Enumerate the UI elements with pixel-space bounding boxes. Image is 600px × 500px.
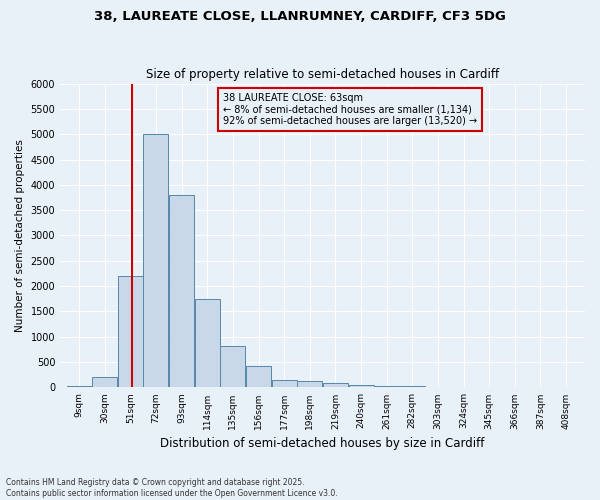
X-axis label: Distribution of semi-detached houses by size in Cardiff: Distribution of semi-detached houses by … <box>160 437 485 450</box>
Bar <box>374 386 399 388</box>
Bar <box>297 382 322 388</box>
Bar <box>118 276 143 388</box>
Bar <box>400 386 425 388</box>
Bar <box>246 366 271 388</box>
Bar <box>169 195 194 388</box>
Bar <box>349 385 374 388</box>
Bar <box>195 299 220 388</box>
Bar <box>143 134 169 388</box>
Bar <box>425 386 451 388</box>
Text: 38 LAUREATE CLOSE: 63sqm
← 8% of semi-detached houses are smaller (1,134)
92% of: 38 LAUREATE CLOSE: 63sqm ← 8% of semi-de… <box>223 92 477 126</box>
Bar <box>220 346 245 388</box>
Bar <box>451 387 476 388</box>
Text: 38, LAUREATE CLOSE, LLANRUMNEY, CARDIFF, CF3 5DG: 38, LAUREATE CLOSE, LLANRUMNEY, CARDIFF,… <box>94 10 506 23</box>
Bar <box>67 386 92 388</box>
Bar <box>92 378 117 388</box>
Y-axis label: Number of semi-detached properties: Number of semi-detached properties <box>15 139 25 332</box>
Bar <box>323 384 348 388</box>
Text: Contains HM Land Registry data © Crown copyright and database right 2025.
Contai: Contains HM Land Registry data © Crown c… <box>6 478 338 498</box>
Bar <box>272 380 296 388</box>
Title: Size of property relative to semi-detached houses in Cardiff: Size of property relative to semi-detach… <box>146 68 499 81</box>
